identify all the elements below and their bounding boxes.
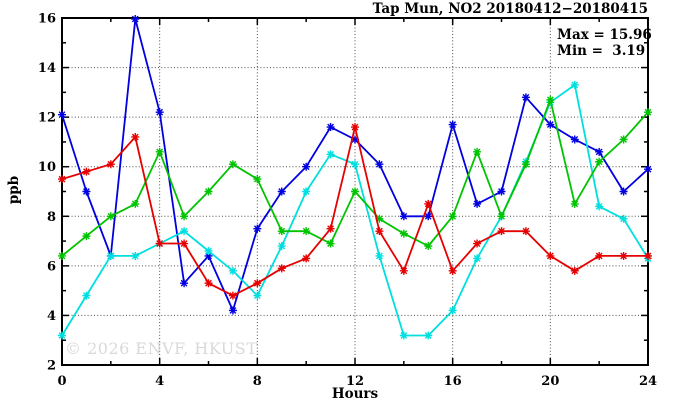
red-series-line: [61, 126, 648, 297]
chart-title: Tap Mun, NO2 20180412−20180415: [372, 1, 648, 17]
y-tick-label: 4: [47, 309, 56, 324]
x-tick-label: 12: [346, 374, 364, 389]
red-series-markers: [58, 123, 652, 300]
x-tick-label: 8: [253, 374, 262, 389]
y-tick-label: 8: [47, 210, 56, 225]
legend-min-value: Min = 3.19: [557, 43, 646, 59]
x-tick-label: 20: [541, 374, 559, 389]
y-tick-label: 16: [38, 12, 56, 27]
y-tick-label: 14: [38, 61, 56, 76]
watermark: © 2026 ENVF, HKUST: [65, 339, 258, 358]
y-tick-label: 6: [47, 259, 56, 274]
x-tick-label: 24: [639, 374, 657, 389]
x-axis-label: Hours: [331, 386, 379, 402]
x-tick-label: 16: [444, 374, 462, 389]
y-axis-label: ppb: [6, 175, 22, 205]
legend-stats: Max = 15.96 Min = 3.19: [557, 27, 652, 59]
y-tick-label: 10: [38, 160, 56, 175]
y-tick-label: 2: [47, 359, 56, 374]
x-tick-label: 4: [155, 374, 164, 389]
x-tick-label: 0: [57, 374, 66, 389]
green-series-markers: [58, 95, 652, 260]
y-tick-label: 12: [38, 111, 56, 126]
legend-max-value: Max = 15.96: [557, 27, 652, 43]
